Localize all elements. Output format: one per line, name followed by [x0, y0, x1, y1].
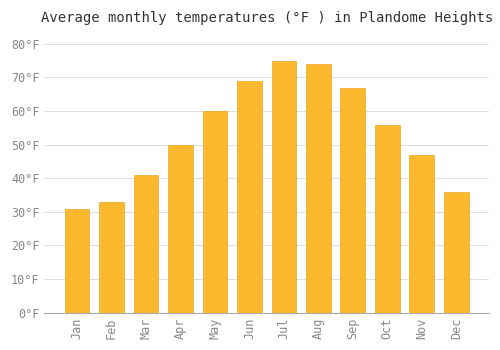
Bar	[64, 209, 90, 313]
Bar	[410, 155, 434, 313]
Bar	[272, 61, 296, 313]
Bar	[168, 145, 193, 313]
Bar	[444, 192, 468, 313]
Bar	[99, 202, 124, 313]
Bar	[306, 64, 331, 313]
Bar	[375, 125, 400, 313]
Bar	[202, 111, 228, 313]
Bar	[134, 175, 158, 313]
Title: Average monthly temperatures (°F ) in Plandome Heights: Average monthly temperatures (°F ) in Pl…	[40, 11, 493, 25]
Bar	[340, 88, 365, 313]
Bar	[237, 81, 262, 313]
